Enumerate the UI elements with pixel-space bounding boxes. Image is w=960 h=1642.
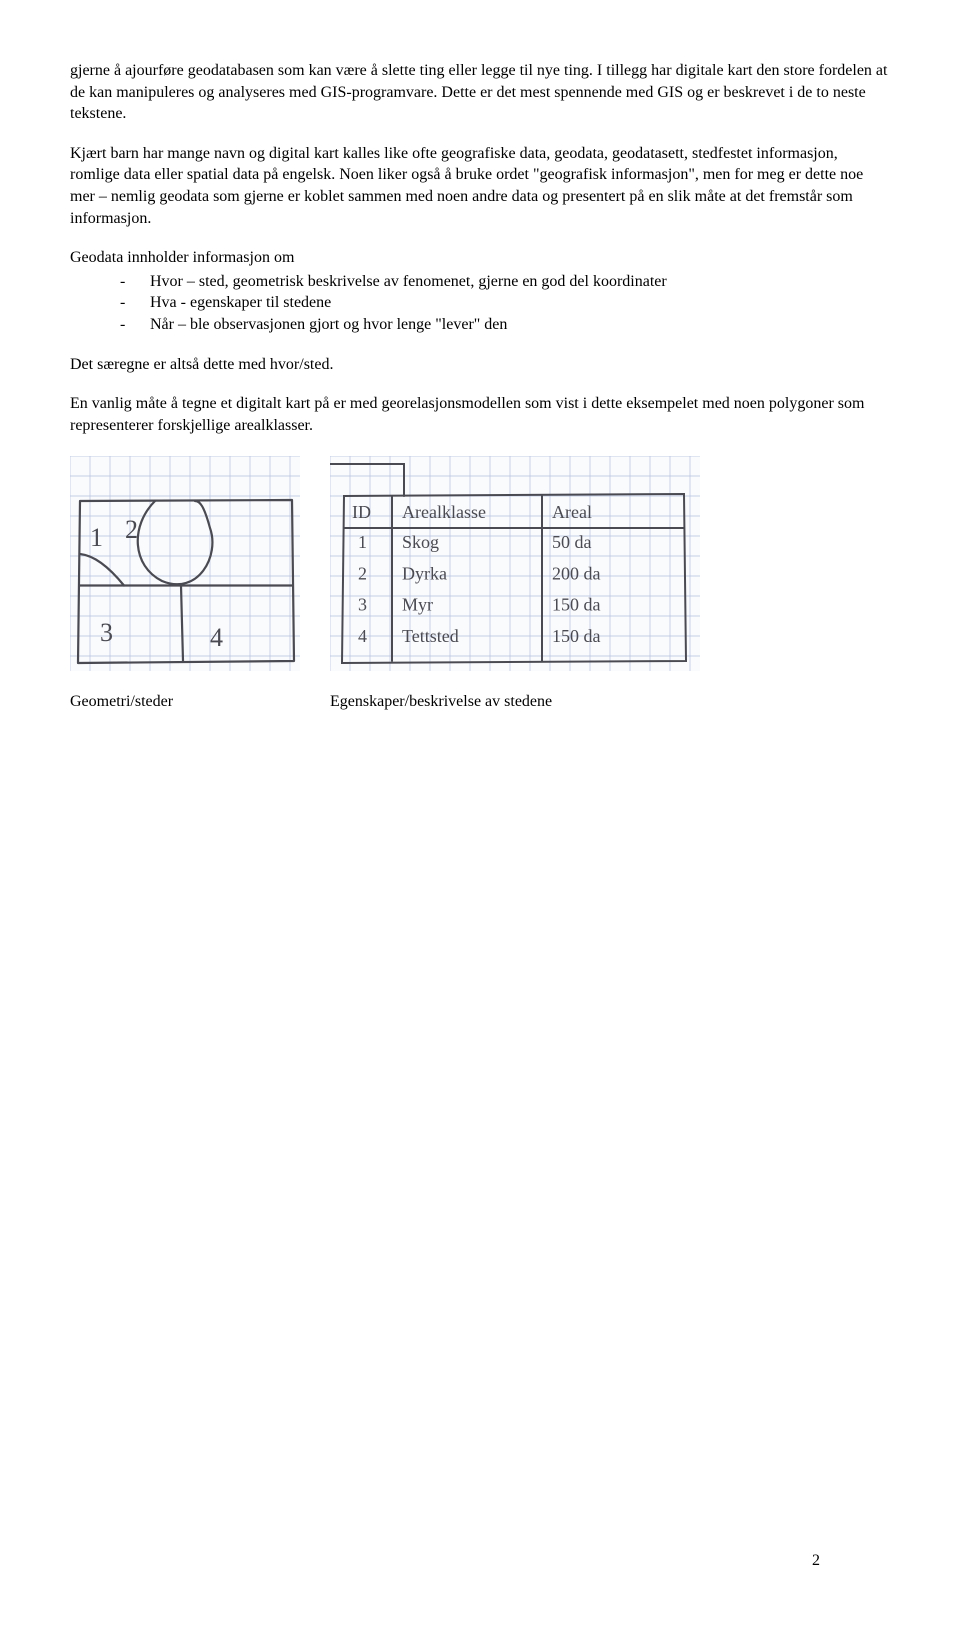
map-sketch: 12 3 4 (70, 456, 300, 671)
svg-text:1: 1 (358, 532, 367, 552)
bullet-item: - Hva - egenskaper til stedene (70, 292, 890, 314)
svg-text:Arealklasse: Arealklasse (402, 502, 486, 522)
svg-text:3: 3 (358, 595, 367, 615)
paragraph-2: Kjært barn har mange navn og digital kar… (70, 143, 890, 229)
svg-text:Tettsted: Tettsted (402, 626, 459, 646)
dash-icon: - (120, 314, 150, 336)
svg-text:150 da: 150 da (552, 626, 601, 646)
svg-text:4: 4 (210, 623, 223, 652)
bullet-text: Hvor – sted, geometrisk beskrivelse av f… (150, 271, 667, 293)
bullet-text: Hva - egenskaper til stedene (150, 292, 331, 314)
figure-row: 1234 IDArealklasseAreal1Skog50 da2Dyrka2… (70, 456, 890, 671)
dash-icon: - (120, 271, 150, 293)
svg-text:50 da: 50 da (552, 532, 592, 552)
table-sketch: ID Arealklasse Areal 1 Skog 50 da 2 Dyrka 200 da… (330, 456, 700, 671)
svg-text:1: 1 (90, 523, 103, 552)
svg-text:150 da: 150 da (552, 595, 601, 615)
svg-text:Skog: Skog (402, 532, 439, 552)
svg-text:3: 3 (100, 618, 113, 647)
paragraph-1: gjerne å ajourføre geodatabasen som kan … (70, 60, 890, 125)
svg-text:Dyrka: Dyrka (402, 564, 447, 584)
list-intro: Geodata innholder informasjon om (70, 247, 890, 269)
paragraph-4: En vanlig måte å tegne et digitalt kart … (70, 393, 890, 436)
svg-text:2: 2 (358, 564, 367, 584)
bullet-item: - Hvor – sted, geometrisk beskrivelse av… (70, 271, 890, 293)
caption-geometry: Geometri/steder (70, 691, 300, 713)
svg-text:ID: ID (352, 502, 371, 522)
bullet-item: - Når – ble observasjonen gjort og hvor … (70, 314, 890, 336)
dash-icon: - (120, 292, 150, 314)
svg-text:200 da: 200 da (552, 564, 601, 584)
bullet-list: - Hvor – sted, geometrisk beskrivelse av… (70, 271, 890, 336)
svg-text:2: 2 (125, 515, 138, 544)
bullet-text: Når – ble observasjonen gjort og hvor le… (150, 314, 507, 336)
page-number: 2 (812, 1550, 820, 1572)
svg-text:Myr: Myr (402, 595, 433, 615)
svg-text:4: 4 (358, 626, 367, 646)
caption-attributes: Egenskaper/beskrivelse av stedene (330, 691, 890, 713)
paragraph-3: Det særegne er altså dette med hvor/sted… (70, 354, 890, 376)
caption-row: Geometri/steder Egenskaper/beskrivelse a… (70, 691, 890, 713)
svg-text:Areal: Areal (552, 502, 592, 522)
